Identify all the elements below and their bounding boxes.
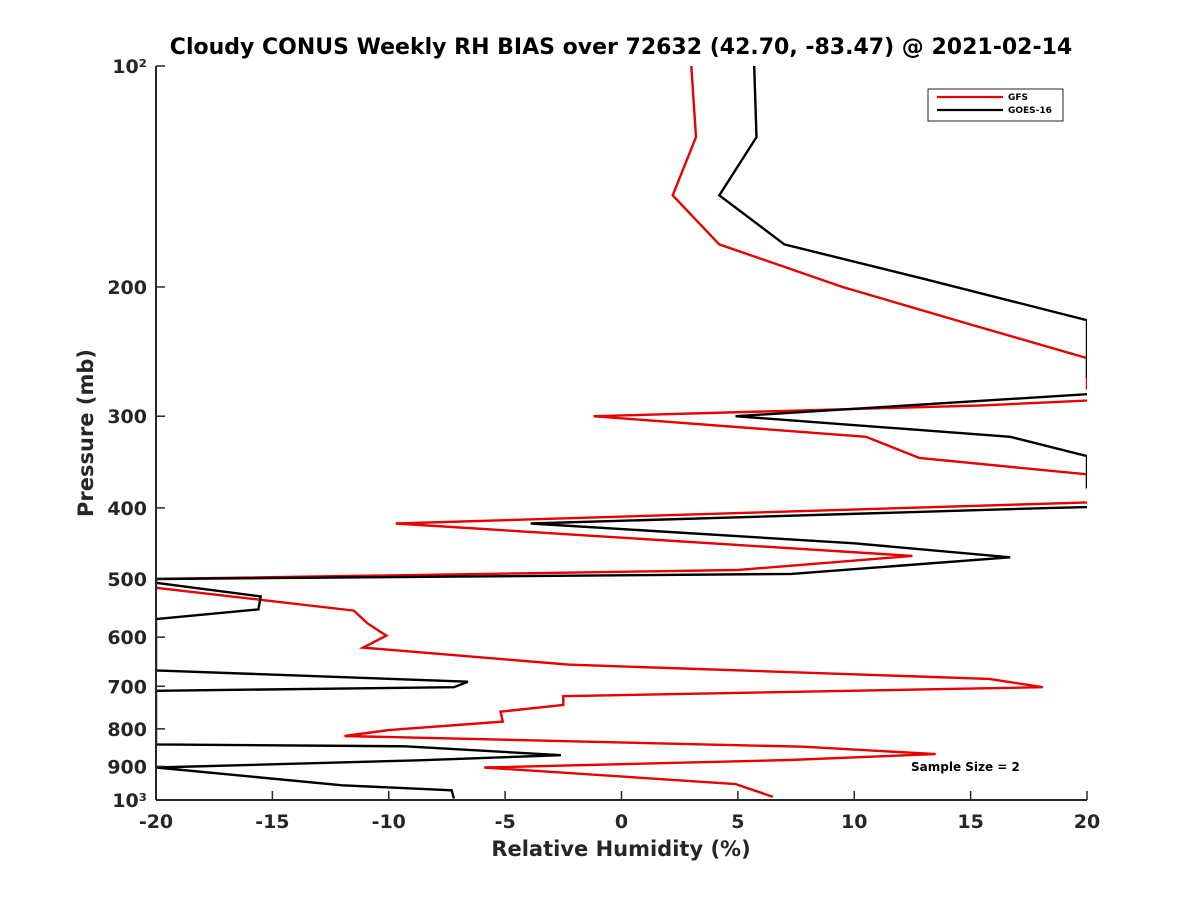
- y-tick-label: 400: [107, 498, 147, 520]
- y-tick-label: 900: [107, 756, 147, 778]
- y-tick-label: 500: [107, 569, 147, 591]
- x-tick-label: -10: [372, 811, 406, 833]
- x-tick-label: -15: [255, 811, 289, 833]
- x-axis-label: Relative Humidity (%): [491, 837, 750, 861]
- legend-box: [927, 88, 1064, 122]
- series-line-gfs: [156, 66, 1087, 798]
- y-tick-label: 800: [107, 719, 147, 741]
- sample-size-annotation: Sample Size = 2: [911, 760, 1020, 774]
- x-ticks: -20 -15 -10 -5 0 5 10 15 20: [139, 791, 1100, 833]
- x-tick-label: 20: [1074, 811, 1100, 833]
- x-tick-label: 15: [957, 811, 983, 833]
- legend-label-goes16: GOES-16: [1008, 106, 1052, 116]
- y-tick-label: 200: [107, 277, 147, 299]
- x-tick-label: 0: [615, 811, 628, 833]
- y-ticks: 10² 200 300 400 500 600 700 800 900 10³: [107, 56, 165, 812]
- y-axis-label: Pressure (mb): [74, 349, 98, 517]
- chart-title: Cloudy CONUS Weekly RH BIAS over 72632 (…: [170, 35, 1072, 60]
- y-tick-label: 10²: [112, 56, 147, 78]
- legend-label-gfs: GFS: [1008, 93, 1028, 103]
- x-tick-label: -20: [139, 811, 173, 833]
- x-tick-label: 10: [841, 811, 867, 833]
- y-tick-label: 600: [107, 627, 147, 649]
- y-tick-label: 300: [107, 406, 147, 428]
- x-tick-label: 5: [731, 811, 744, 833]
- series-line-goes16: [156, 66, 1087, 799]
- x-tick-label: -5: [495, 811, 516, 833]
- y-tick-label: 10³: [112, 790, 147, 812]
- legend: GFS GOES-16: [927, 88, 1064, 122]
- series-layer: [156, 66, 1087, 799]
- y-tick-label: 700: [107, 676, 147, 698]
